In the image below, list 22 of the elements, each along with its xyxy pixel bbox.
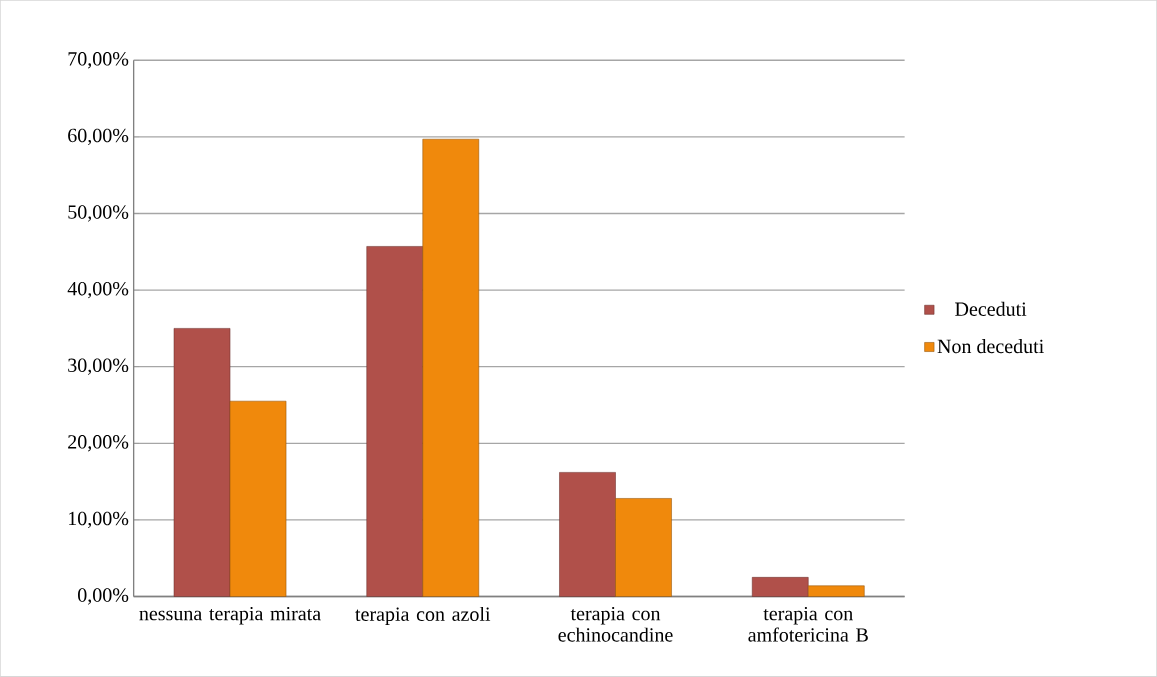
y-tick-label: 10,00%	[69, 511, 129, 529]
y-tick-label: 40,00%	[67, 281, 129, 299]
y-tick-label: 30,00%	[68, 358, 129, 375]
bar	[807, 585, 865, 597]
bar	[751, 577, 809, 597]
bar	[366, 246, 424, 597]
bar	[559, 472, 616, 597]
bar	[229, 400, 287, 597]
y-tick-label: 50,00%	[68, 205, 129, 222]
y-tick-label: 20,00%	[68, 435, 129, 452]
bar	[422, 139, 480, 597]
x-tick-label: nessuna terapia mirata	[139, 607, 321, 625]
y-tick-label: 60,00%	[68, 128, 129, 146]
y-tick-label: 70,00%	[68, 52, 129, 69]
y-tick-label: 0,00%	[78, 588, 129, 605]
bar	[615, 498, 672, 597]
legend-label: Non deceduti	[937, 339, 1044, 354]
x-tick-label: terapia con echinocandine	[558, 607, 673, 642]
x-tick-label: terapia con azoli	[355, 607, 491, 626]
x-tick-label: terapia con amfotericina B	[748, 607, 868, 642]
bar	[173, 328, 231, 597]
legend-label: Deceduti	[955, 301, 1027, 316]
